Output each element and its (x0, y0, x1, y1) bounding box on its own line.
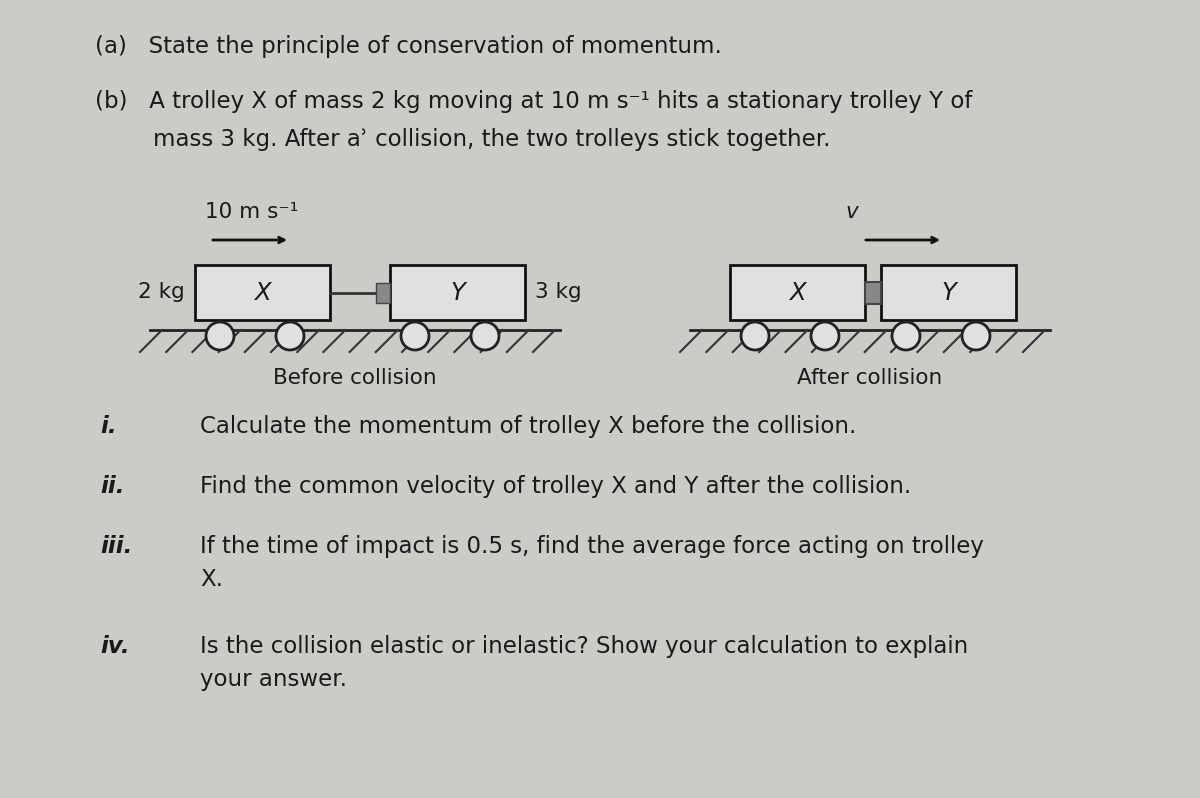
Text: 10 m s⁻¹: 10 m s⁻¹ (205, 202, 299, 222)
Text: 3 kg: 3 kg (535, 282, 582, 302)
Text: (a)   State the principle of conservation of momentum.: (a) State the principle of conservation … (95, 35, 722, 58)
Bar (881, 265, 1016, 320)
Text: After collision: After collision (797, 368, 943, 388)
Text: mass 3 kg. After aʾ collision, the two trolleys stick together.: mass 3 kg. After aʾ collision, the two t… (95, 128, 830, 151)
Text: ii.: ii. (100, 475, 125, 498)
Circle shape (206, 322, 234, 350)
Bar (390, 265, 526, 320)
Bar (194, 265, 330, 320)
Text: Y: Y (941, 281, 956, 305)
Circle shape (742, 322, 769, 350)
Text: Is the collision elastic or inelastic? Show your calculation to explain: Is the collision elastic or inelastic? S… (200, 635, 968, 658)
Text: X: X (254, 281, 271, 305)
Text: iii.: iii. (100, 535, 132, 558)
Text: v: v (845, 202, 858, 222)
Text: your answer.: your answer. (200, 668, 347, 691)
Text: Y: Y (450, 281, 464, 305)
Bar (730, 265, 865, 320)
Text: X.: X. (200, 568, 223, 591)
Text: iv.: iv. (100, 635, 130, 658)
Circle shape (811, 322, 839, 350)
Text: X: X (790, 281, 806, 305)
Circle shape (892, 322, 920, 350)
Text: (b)   A trolley X of mass 2 kg moving at 10 m s⁻¹ hits a stationary trolley Y of: (b) A trolley X of mass 2 kg moving at 1… (95, 90, 972, 113)
Circle shape (401, 322, 430, 350)
Text: Find the common velocity of trolley X and Y after the collision.: Find the common velocity of trolley X an… (200, 475, 911, 498)
Text: 2 kg: 2 kg (138, 282, 185, 302)
Circle shape (276, 322, 304, 350)
Text: If the time of impact is 0.5 s, find the average force acting on trolley: If the time of impact is 0.5 s, find the… (200, 535, 984, 558)
Text: i.: i. (100, 415, 116, 438)
Circle shape (962, 322, 990, 350)
Text: Before collision: Before collision (274, 368, 437, 388)
Circle shape (470, 322, 499, 350)
Bar (376, 282, 390, 302)
Text: Calculate the momentum of trolley X before the collision.: Calculate the momentum of trolley X befo… (200, 415, 857, 438)
Bar (865, 282, 881, 303)
